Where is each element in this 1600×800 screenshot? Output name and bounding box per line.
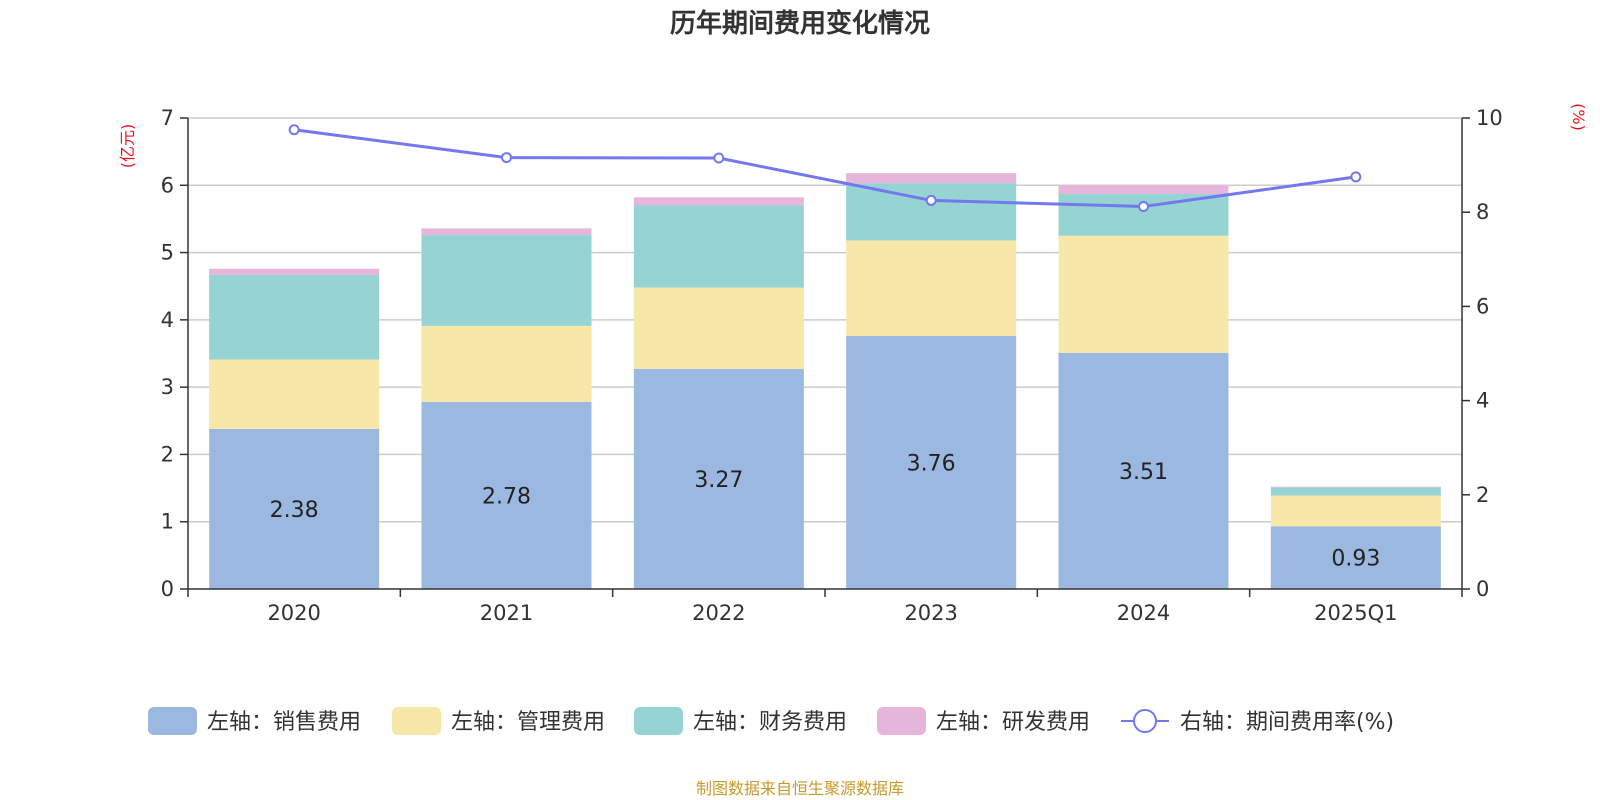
rate-point xyxy=(1138,201,1149,213)
left-axis-tick-label: 5 xyxy=(161,241,174,265)
legend-label: 右轴：期间费用率(%) xyxy=(1180,710,1394,735)
bar-segment-3 xyxy=(1058,194,1229,236)
bar-segment-4 xyxy=(1270,486,1441,488)
bar-segment-4 xyxy=(846,173,1017,184)
legend-label: 左轴：管理费用 xyxy=(451,710,605,735)
x-axis-tick-label: 2025Q1 xyxy=(1314,601,1397,625)
bar-segment-3 xyxy=(633,205,804,288)
rate-point xyxy=(1350,171,1362,183)
legend-line-marker xyxy=(1133,709,1157,733)
bar-segment-3 xyxy=(209,274,380,360)
bar-value-label: 0.93 xyxy=(1331,547,1380,572)
left-axis-tick-label: 4 xyxy=(161,308,174,332)
legend-label: 左轴：研发费用 xyxy=(936,710,1090,735)
axes-group: 0 1 2 3 4 5 6 7 0 2 4 6 8 10 2020 2021 2022 2023 2024 2025Q… xyxy=(161,106,1503,625)
right-axis-tick-label: 2 xyxy=(1476,483,1489,507)
bar-segment-1 xyxy=(1270,526,1441,589)
rate-point xyxy=(713,152,725,164)
bar-value-label: 2.78 xyxy=(482,484,531,509)
grid-lines xyxy=(188,117,1462,523)
bar-segment-1 xyxy=(421,401,592,589)
chart-title: 历年期间费用变化情况 xyxy=(670,8,930,39)
bar-segment-2 xyxy=(1058,235,1229,353)
bar-segment-2 xyxy=(209,359,380,429)
bar-segment-2 xyxy=(846,240,1017,337)
bar-segment-3 xyxy=(846,183,1017,241)
bar-labels-group: 2.38 2.78 3.27 3.76 3.51 0.93 xyxy=(270,452,1381,572)
x-axis-tick-label: 2023 xyxy=(904,601,957,625)
left-axis-tick-label: 6 xyxy=(161,173,174,197)
x-axis-tick-label: 2024 xyxy=(1117,601,1170,625)
bar-segment-4 xyxy=(633,197,804,206)
bar-segment-1 xyxy=(846,336,1017,589)
legend: 左轴：销售费用 左轴：管理费用 左轴：财务费用 左轴：研发费用 右轴：期间费用率(%) xyxy=(148,707,1394,735)
source-note: 制图数据来自恒生聚源数据库 xyxy=(696,779,904,798)
bar-value-label: 3.76 xyxy=(907,452,956,477)
bar-segment-1 xyxy=(1058,352,1229,589)
legend-swatch xyxy=(148,707,197,735)
bar-segment-4 xyxy=(209,268,380,275)
x-axis-tick-label: 2020 xyxy=(267,601,320,625)
bar-value-label: 3.27 xyxy=(694,468,743,493)
bar-value-label: 3.51 xyxy=(1119,460,1168,485)
legend-label: 左轴：财务费用 xyxy=(693,710,847,735)
left-axis-tick-label: 7 xyxy=(161,106,174,130)
left-axis-tick-label: 1 xyxy=(161,510,174,534)
left-axis-tick-label: 0 xyxy=(161,577,174,601)
left-axis-unit: (亿元) xyxy=(118,124,137,169)
legend-swatch xyxy=(392,707,441,735)
bar-segment-4 xyxy=(1058,185,1229,195)
bar-segment-2 xyxy=(633,287,804,369)
bar-segment-1 xyxy=(633,368,804,589)
bar-segment-1 xyxy=(209,428,380,589)
rate-point xyxy=(501,152,512,164)
bar-segment-3 xyxy=(421,235,592,326)
left-axis-tick-label: 3 xyxy=(161,375,174,399)
x-axis-tick-label: 2022 xyxy=(692,601,745,625)
rate-line-group xyxy=(288,124,1362,213)
bar-segment-4 xyxy=(421,228,592,236)
right-axis-tick-label: 10 xyxy=(1476,106,1503,130)
right-axis-unit: (%) xyxy=(1569,103,1588,131)
x-axis-tick-label: 2021 xyxy=(480,601,533,625)
right-axis-tick-label: 0 xyxy=(1476,577,1489,601)
bars-group xyxy=(209,173,1441,589)
right-axis-tick-label: 8 xyxy=(1476,200,1489,224)
rate-point xyxy=(925,194,937,206)
bar-segment-2 xyxy=(421,325,592,402)
bar-segment-2 xyxy=(1270,495,1441,527)
bar-segment-3 xyxy=(1270,487,1441,496)
left-axis-tick-label: 2 xyxy=(161,442,174,466)
legend-label: 左轴：销售费用 xyxy=(207,710,361,735)
legend-swatch xyxy=(634,707,683,735)
right-axis-tick-label: 6 xyxy=(1476,294,1489,318)
legend-swatch xyxy=(877,707,926,735)
rate-line xyxy=(293,128,1357,209)
right-axis-tick-label: 4 xyxy=(1476,389,1489,413)
rate-point xyxy=(288,124,300,136)
bar-value-label: 2.38 xyxy=(270,498,319,523)
